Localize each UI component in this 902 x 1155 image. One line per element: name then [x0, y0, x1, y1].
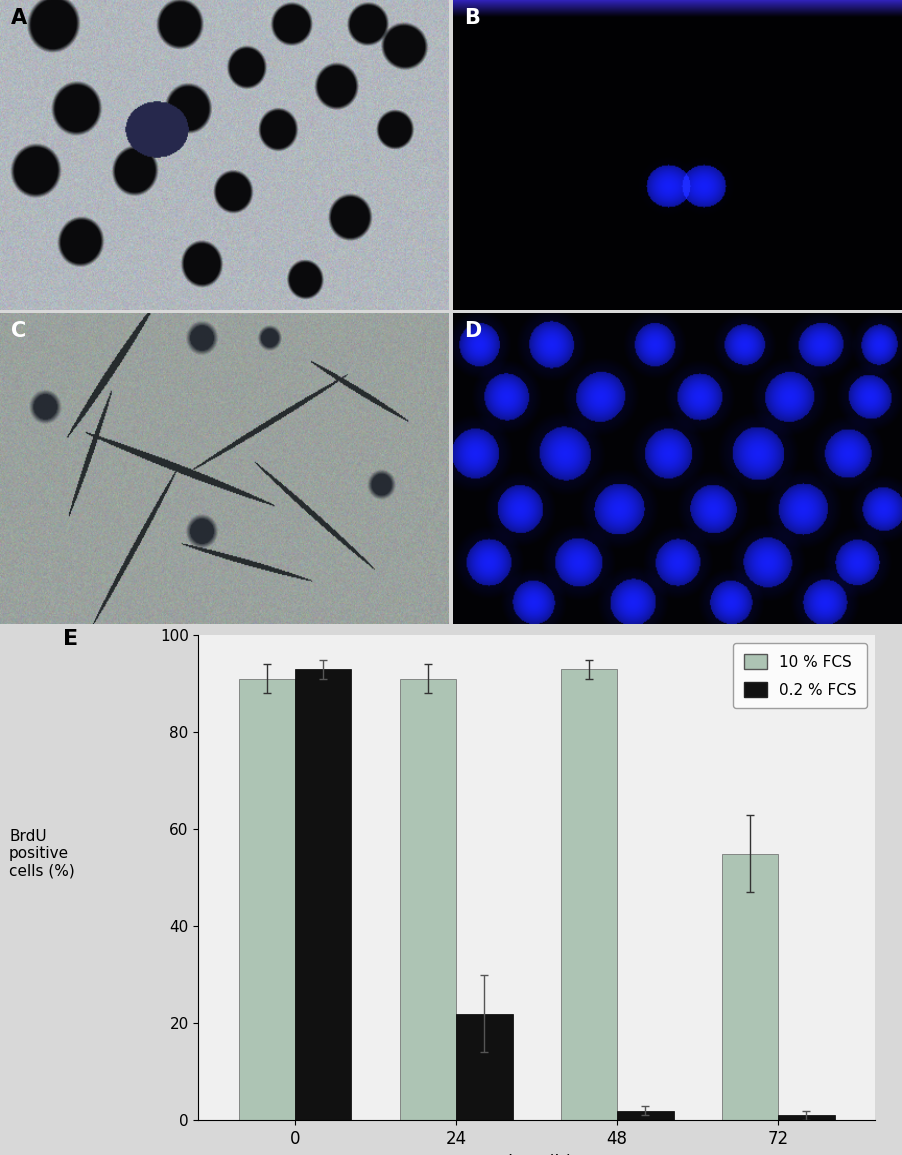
Bar: [400, 679, 456, 1120]
Bar: [239, 679, 295, 1120]
Bar: [617, 1111, 674, 1120]
Text: B: B: [465, 8, 481, 28]
Text: BrdU
positive
cells (%): BrdU positive cells (%): [9, 828, 75, 879]
Bar: [561, 669, 617, 1120]
Text: C: C: [11, 321, 26, 341]
Text: A: A: [11, 8, 27, 28]
Bar: [722, 854, 778, 1120]
Text: D: D: [465, 321, 482, 341]
Text: E: E: [63, 629, 78, 649]
X-axis label: time (h): time (h): [501, 1154, 573, 1155]
Bar: [778, 1116, 834, 1120]
Legend: 10 % FCS, 0.2 % FCS: 10 % FCS, 0.2 % FCS: [733, 643, 868, 708]
Bar: [456, 1014, 512, 1120]
Bar: [295, 669, 352, 1120]
